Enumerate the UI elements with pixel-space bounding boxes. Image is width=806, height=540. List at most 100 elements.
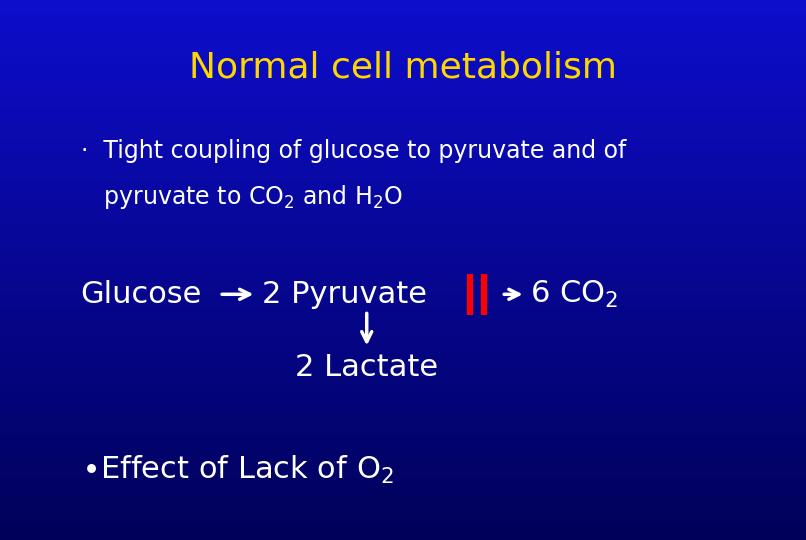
Bar [0, 177, 806, 179]
Bar [0, 356, 806, 359]
Text: Normal cell metabolism: Normal cell metabolism [189, 51, 617, 84]
Bar [0, 207, 806, 209]
Bar [0, 129, 806, 131]
Bar [0, 84, 806, 86]
Bar [0, 232, 806, 234]
Bar [0, 306, 806, 308]
Bar [0, 536, 806, 538]
Bar [0, 327, 806, 329]
Bar [0, 399, 806, 401]
Bar [0, 42, 806, 44]
Bar [0, 386, 806, 388]
Bar [0, 152, 806, 154]
Bar [0, 531, 806, 534]
Bar [0, 144, 806, 146]
Bar [0, 219, 806, 221]
Text: Glucose: Glucose [81, 280, 202, 309]
Bar [0, 72, 806, 74]
Bar [0, 114, 806, 116]
Bar [0, 112, 806, 114]
Bar [0, 49, 806, 51]
Bar [0, 190, 806, 192]
Bar [0, 9, 806, 11]
Bar [0, 154, 806, 156]
Bar [0, 369, 806, 372]
Bar [0, 70, 806, 72]
Bar [0, 323, 806, 325]
Bar [0, 338, 806, 340]
Bar [0, 123, 806, 124]
Bar [0, 238, 806, 240]
Bar [0, 464, 806, 466]
Bar [0, 245, 806, 247]
Bar [0, 68, 806, 70]
Bar [0, 198, 806, 200]
Bar [0, 91, 806, 93]
Bar [0, 211, 806, 213]
Bar [0, 137, 806, 139]
Bar [0, 15, 806, 17]
Text: ·  Tight coupling of glucose to pyruvate and of: · Tight coupling of glucose to pyruvate … [81, 139, 626, 163]
Bar [0, 346, 806, 348]
Bar [0, 298, 806, 300]
Bar [0, 188, 806, 190]
Bar [0, 126, 806, 129]
Bar [0, 217, 806, 219]
Bar [0, 373, 806, 375]
Bar [0, 226, 806, 228]
Bar [0, 276, 806, 279]
Bar [0, 61, 806, 63]
Bar [0, 295, 806, 298]
Bar [0, 215, 806, 217]
Bar [0, 163, 806, 165]
Bar [0, 528, 806, 529]
Bar [0, 57, 806, 59]
Bar [0, 401, 806, 403]
Bar [0, 186, 806, 188]
Bar [0, 456, 806, 458]
Bar [0, 279, 806, 281]
Bar [0, 33, 806, 36]
Bar [0, 359, 806, 361]
Bar [0, 289, 806, 291]
Bar [0, 348, 806, 350]
Bar [0, 411, 806, 414]
Bar [0, 405, 806, 407]
Bar [0, 200, 806, 202]
Bar [0, 234, 806, 237]
Text: 2 Pyruvate: 2 Pyruvate [262, 280, 427, 309]
Bar [0, 407, 806, 409]
Bar [0, 312, 806, 314]
Bar [0, 344, 806, 346]
Bar [0, 382, 806, 384]
Bar [0, 422, 806, 424]
Bar [0, 266, 806, 268]
Bar [0, 390, 806, 393]
Bar [0, 255, 806, 258]
Bar [0, 205, 806, 207]
Bar [0, 352, 806, 354]
Bar [0, 202, 806, 205]
Bar [0, 44, 806, 46]
Bar [0, 0, 806, 2]
Bar [0, 523, 806, 525]
Bar [0, 2, 806, 4]
Bar [0, 80, 806, 82]
Bar [0, 141, 806, 144]
Bar [0, 133, 806, 135]
Bar [0, 512, 806, 515]
Bar [0, 454, 806, 456]
Bar [0, 375, 806, 377]
Bar [0, 438, 806, 441]
Bar [0, 25, 806, 28]
Bar [0, 242, 806, 245]
Bar [0, 194, 806, 196]
Bar [0, 510, 806, 512]
Bar [0, 6, 806, 9]
Bar [0, 184, 806, 186]
Bar [0, 175, 806, 177]
Bar [0, 221, 806, 224]
Bar [0, 249, 806, 251]
Bar [0, 282, 806, 285]
Bar [0, 361, 806, 363]
